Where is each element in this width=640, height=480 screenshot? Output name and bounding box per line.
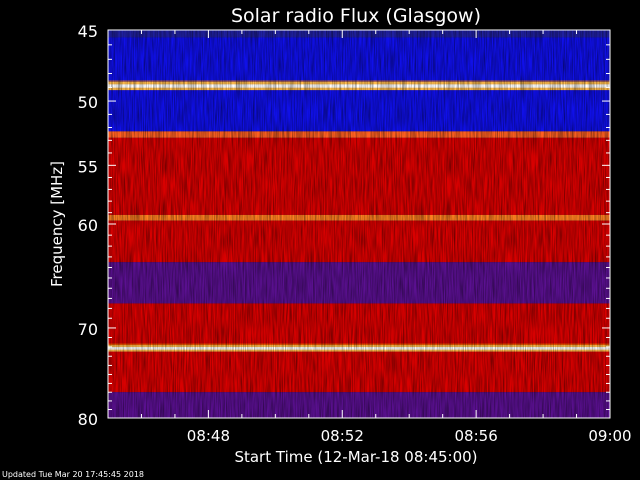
y-axis-label: Frequency [MHz] — [48, 161, 66, 287]
x-tick-label: 08:48 — [187, 427, 230, 445]
y-tick-label: 80 — [78, 410, 98, 429]
x-axis: 08:48 08:52 08:56 09:00 — [107, 30, 632, 445]
y-tick-label: 45 — [78, 22, 98, 41]
updated-timestamp: Updated Tue Mar 20 17:45:45 2018 — [2, 470, 144, 479]
y-tick-label: 60 — [78, 216, 98, 235]
x-tick-label: 08:52 — [321, 427, 364, 445]
y-tick-label: 55 — [78, 157, 98, 176]
x-tick-label: 09:00 — [588, 427, 631, 445]
y-tick-label: 70 — [78, 320, 98, 339]
x-tick-label: 08:56 — [455, 427, 498, 445]
chart-title: Solar radio Flux (Glasgow) — [231, 5, 481, 27]
y-axis: 45 50 55 60 70 80 — [78, 22, 610, 429]
noise-overlay — [108, 30, 610, 418]
y-tick-label: 50 — [78, 93, 98, 112]
x-axis-label: Start Time (12-Mar-18 08:45:00) — [234, 448, 477, 466]
